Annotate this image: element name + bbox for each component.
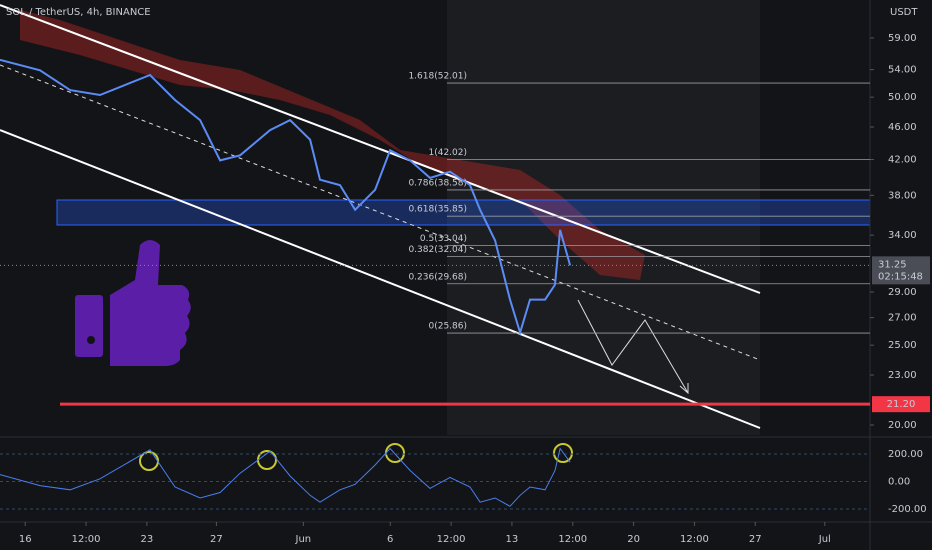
x-tick-label: 6 [387, 534, 393, 545]
x-tick-label: 12:00 [680, 534, 709, 545]
y-axis-label: USDT [890, 7, 918, 18]
countdown-label: 02:15:48 [878, 271, 923, 282]
projection-arrow [577, 299, 689, 394]
fib-label: 0.618(35.85) [408, 205, 467, 215]
ichimoku-cloud [20, 10, 645, 280]
peak-marker [553, 443, 573, 463]
osc-tick-label: 200.00 [888, 449, 923, 460]
x-tick-label: 27 [749, 534, 762, 545]
fib-label: 0.5(33.04) [420, 234, 467, 244]
x-tick-label: 13 [506, 534, 519, 545]
x-tick-label: 16 [19, 534, 32, 545]
y-tick-label: 27.00 [888, 313, 917, 324]
y-tick-label: 46.00 [888, 122, 917, 133]
y-tick-label: 34.00 [888, 230, 917, 241]
y-tick-label: 42.00 [888, 155, 917, 166]
x-tick-label: 20 [627, 534, 640, 545]
y-tick-label: 54.00 [888, 65, 917, 76]
y-tick-label: 20.00 [888, 420, 917, 431]
y-tick-label: 23.00 [888, 370, 917, 381]
x-tick-label: Jun [295, 534, 312, 545]
support-label: 21.20 [887, 399, 916, 410]
y-tick-label: 59.00 [888, 33, 917, 44]
demand-zone [56, 199, 871, 226]
x-tick-label: 27 [210, 534, 223, 545]
y-tick-label: 29.00 [888, 287, 917, 298]
y-tick-label: 38.00 [888, 190, 917, 201]
y-tick-label: 25.00 [888, 340, 917, 351]
series-line [0, 58, 572, 336]
fib-label: 0.786(38.58) [408, 178, 467, 188]
last-price-label: 31.25 [878, 259, 907, 270]
channel-upper [0, 4, 761, 294]
last-price-tag [872, 256, 930, 285]
support-tag [872, 396, 930, 413]
fib-label: 1.618(52.01) [408, 72, 467, 82]
osc-tick-label: -200.00 [888, 504, 927, 515]
x-tick-label: 12:00 [72, 534, 101, 545]
x-tick-label: Jul [818, 534, 831, 545]
fib-label: 1(42.02) [428, 148, 467, 158]
osc-tick-label: 0.00 [888, 477, 910, 488]
y-tick-label: 50.00 [888, 92, 917, 103]
chart-title: SOL / TetherUS, 4h, BINANCE [6, 7, 151, 18]
fib-label: 0.382(32.04) [408, 245, 467, 255]
fib-label: 0.236(29.68) [408, 272, 467, 282]
arrow-head [679, 383, 689, 395]
thumbs-up-icon [75, 240, 191, 366]
x-tick-label: 12:00 [437, 534, 466, 545]
fib-zone [447, 0, 760, 435]
series-line [0, 447, 571, 507]
fib-label: 0(25.86) [428, 322, 467, 332]
channel-lower [0, 129, 761, 429]
x-tick-label: 23 [141, 534, 154, 545]
x-tick-label: 12:00 [558, 534, 587, 545]
